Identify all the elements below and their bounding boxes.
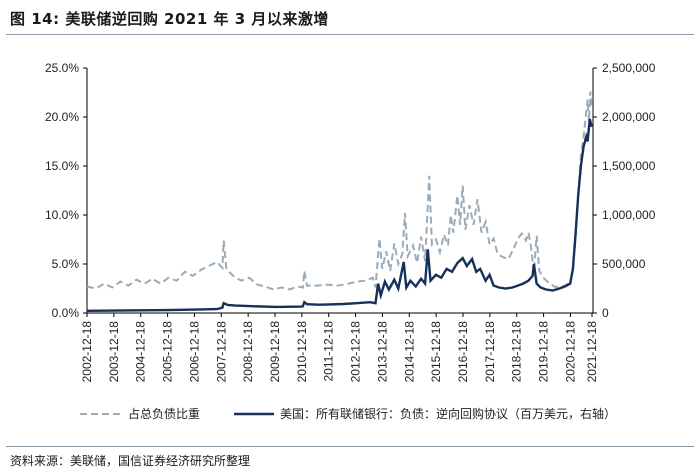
- x-tick-label: 2005-12-18: [161, 321, 175, 383]
- ratio-series-line: [86, 91, 593, 291]
- x-tick-label: 2019-12-18: [537, 321, 551, 383]
- source-note: 资料来源：美联储，国信证券经济研究所整理: [10, 454, 251, 468]
- x-tick-label: 2013-12-18: [375, 321, 389, 383]
- x-tick-label: 2018-12-18: [510, 321, 524, 383]
- right-tick-label: 1,500,000: [602, 159, 656, 173]
- legend-amount-label: 美国：所有联储银行：负债：逆向回购协议（百万美元，右轴）: [280, 406, 616, 421]
- x-tick-label: 2012-12-18: [349, 321, 363, 383]
- left-tick-label: 0.0%: [52, 306, 80, 320]
- right-y-ticks: 0 500,000 1,000,000 1,500,000 2,000,000 2,500…: [593, 61, 656, 320]
- x-tick-label: 2011-12-18: [322, 321, 336, 382]
- right-tick-label: 500,000: [602, 257, 646, 271]
- plot-frame: [86, 68, 594, 314]
- x-tick-label: 2006-12-18: [187, 321, 201, 383]
- left-tick-label: 15.0%: [45, 159, 79, 173]
- x-tick-label: 2003-12-18: [107, 321, 121, 383]
- x-tick-label: 2007-12-18: [214, 321, 228, 383]
- left-tick-label: 10.0%: [45, 208, 79, 222]
- footer-divider: [6, 446, 694, 447]
- title-divider: [6, 34, 694, 35]
- x-tick-label: 2009-12-18: [268, 321, 282, 383]
- x-tick-label: 2017-12-18: [483, 321, 497, 383]
- x-ticks: 2002-12-18 2003-12-18 2004-12-18 2005-12-18…: [80, 313, 599, 382]
- left-tick-label: 5.0%: [52, 257, 80, 271]
- x-tick-label: 2004-12-18: [134, 321, 148, 383]
- x-tick-label: 2002-12-18: [80, 321, 94, 383]
- x-tick-label: 2014-12-18: [402, 321, 416, 383]
- right-tick-label: 1,000,000: [602, 208, 656, 222]
- x-tick-label: 2021-12-18: [585, 321, 599, 383]
- legend: 占总负债比重 美国：所有联储银行：负债：逆向回购协议（百万美元，右轴）: [80, 406, 616, 421]
- x-tick-label: 2008-12-18: [241, 321, 255, 383]
- x-tick-label: 2016-12-18: [456, 321, 470, 383]
- x-tick-label: 2020-12-18: [563, 321, 577, 383]
- right-tick-label: 2,000,000: [602, 110, 656, 124]
- figure-title: 图 14: 美联储逆回购 2021 年 3 月以来激增: [10, 10, 329, 28]
- right-tick-label: 2,500,000: [602, 61, 656, 75]
- left-tick-label: 25.0%: [45, 61, 79, 75]
- x-tick-label: 2015-12-18: [429, 321, 443, 383]
- left-y-ticks: 0.0% 5.0% 10.0% 15.0% 20.0% 25.0%: [45, 61, 87, 320]
- legend-ratio-label: 占总负债比重: [128, 406, 200, 421]
- reverse-repo-series-line: [86, 118, 593, 312]
- left-tick-label: 20.0%: [45, 110, 79, 124]
- x-tick-label: 2010-12-18: [295, 321, 309, 383]
- right-tick-label: 0: [602, 306, 609, 320]
